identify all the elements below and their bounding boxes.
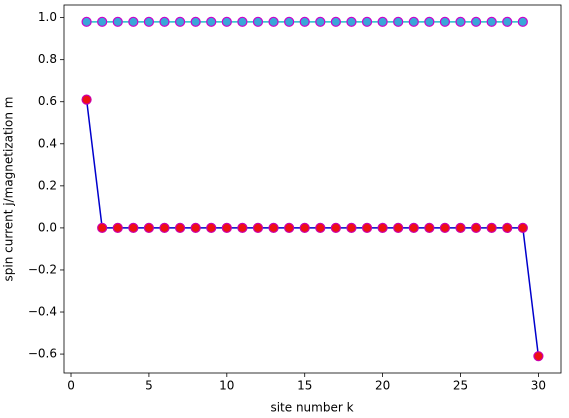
point: [377, 16, 388, 27]
y-tick-label: 0.4: [38, 136, 57, 150]
point: [252, 222, 264, 234]
point: [112, 16, 123, 27]
point: [486, 222, 497, 234]
point: [361, 16, 373, 27]
series-line: [85, 99, 540, 357]
point: [517, 16, 528, 27]
point: [502, 222, 513, 234]
plot-frame: [63, 4, 562, 374]
point: [470, 16, 482, 27]
x-tick-label: 5: [145, 379, 153, 393]
point: [346, 16, 357, 27]
point: [268, 16, 279, 27]
point: [486, 16, 497, 27]
point: [408, 16, 419, 27]
y-tick-label: 0.0: [38, 220, 57, 234]
point: [284, 222, 295, 234]
point: [299, 222, 310, 234]
point: [159, 16, 170, 27]
point: [143, 16, 155, 27]
x-axis-label: site number k: [270, 401, 353, 415]
point: [330, 16, 341, 27]
point: [112, 222, 123, 234]
point: [190, 16, 201, 27]
point: [393, 16, 404, 27]
point: [237, 222, 248, 234]
point: [439, 16, 451, 27]
point: [393, 222, 404, 234]
point: [470, 222, 482, 234]
point: [81, 94, 92, 105]
y-axis-label: spin current j/magnetization m: [2, 97, 16, 282]
point: [174, 16, 186, 27]
point: [330, 222, 341, 234]
point: [206, 16, 217, 27]
point: [284, 16, 295, 27]
y-tick-label: 0.8: [38, 52, 57, 66]
point: [361, 222, 373, 234]
point: [424, 222, 435, 234]
point: [268, 222, 279, 234]
point: [439, 222, 451, 234]
point: [346, 222, 357, 234]
x-tick-label: 0: [67, 379, 75, 393]
point: [377, 222, 388, 234]
x-tick-label: 30: [531, 379, 546, 393]
point: [252, 16, 264, 27]
x-tick-label: 15: [297, 379, 312, 393]
point: [502, 16, 513, 27]
point: [128, 222, 139, 234]
point: [315, 16, 326, 27]
point: [143, 222, 155, 234]
y-tick-label: −0.4: [28, 305, 57, 319]
y-tick-label: 1.0: [38, 10, 57, 24]
point: [455, 222, 466, 234]
x-tick-label: 25: [453, 379, 468, 393]
point: [237, 16, 248, 27]
point: [299, 16, 310, 27]
y-tick-label: −0.2: [28, 262, 57, 276]
y-tick-label: −0.6: [28, 347, 57, 361]
point: [315, 222, 326, 234]
point: [128, 16, 139, 27]
x-tick-label: 10: [219, 379, 234, 393]
point: [190, 222, 201, 234]
point: [97, 222, 108, 234]
point: [206, 222, 217, 234]
point: [159, 222, 170, 234]
point: [455, 16, 466, 27]
point: [533, 351, 544, 362]
point: [97, 16, 108, 27]
y-tick-label: 0.2: [38, 178, 57, 192]
point: [424, 16, 435, 27]
x-tick-label: 20: [375, 379, 390, 393]
point: [221, 16, 232, 27]
point: [408, 222, 419, 234]
point: [174, 222, 186, 234]
point: [221, 222, 232, 234]
point: [517, 222, 528, 234]
y-tick-label: 0.6: [38, 94, 57, 108]
point: [81, 16, 92, 27]
